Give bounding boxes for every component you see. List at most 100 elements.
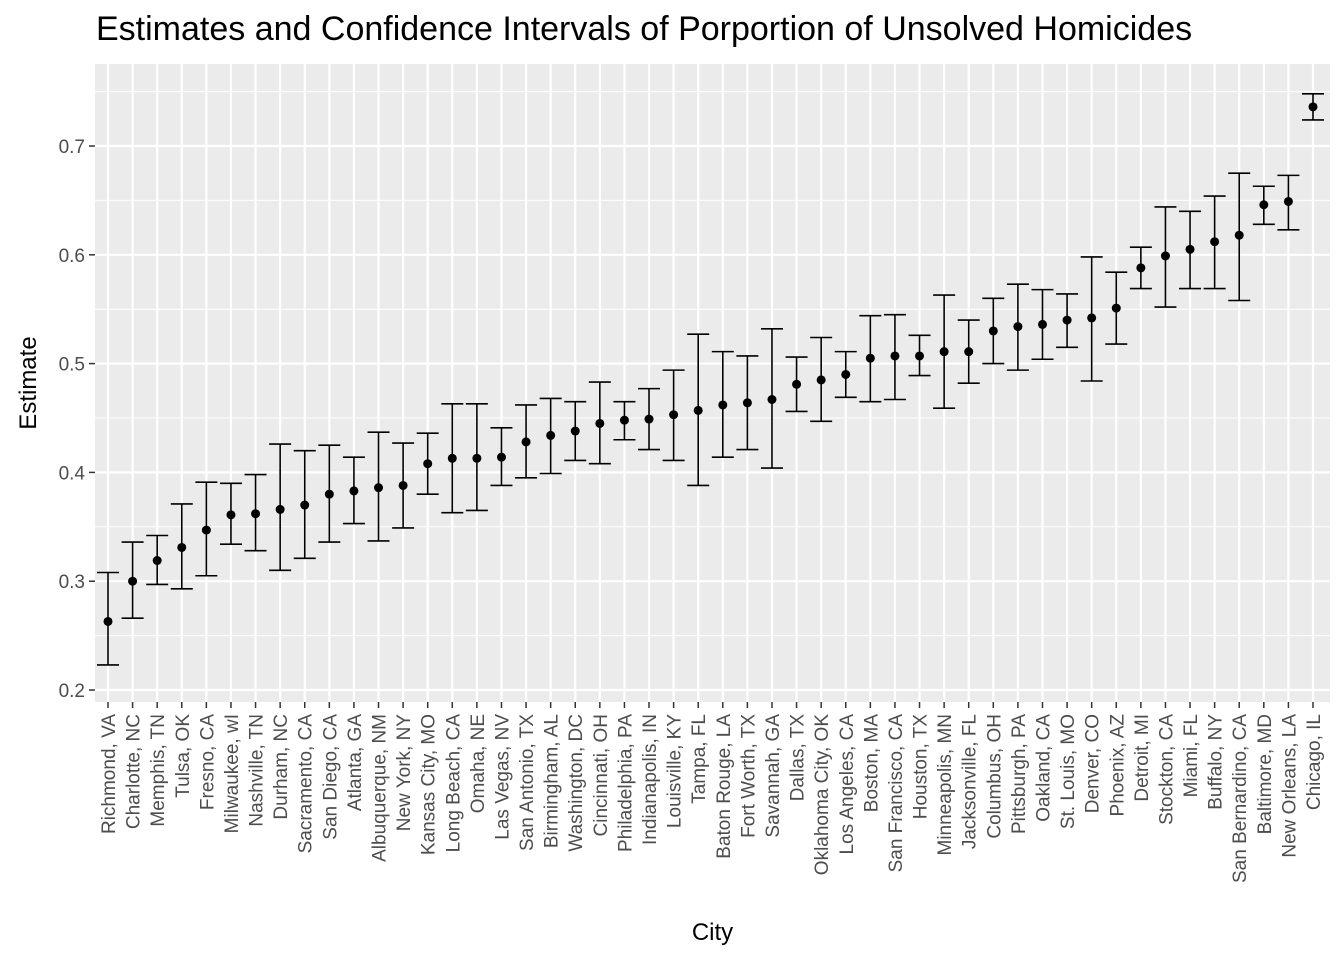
data-point <box>472 453 482 463</box>
x-tick-label: Savannah, GA <box>763 714 784 838</box>
data-point <box>251 509 261 519</box>
x-tick-label: Memphis, TN <box>148 714 169 827</box>
data-point <box>300 500 310 510</box>
y-axis-title: Estimate <box>15 336 42 429</box>
x-tick-label: Indianapolis, IN <box>640 714 661 845</box>
data-point <box>1259 200 1269 210</box>
data-point <box>324 489 334 499</box>
x-tick-label: Washington, DC <box>566 714 587 852</box>
data-point <box>964 347 974 357</box>
x-tick-label: Las Vegas, NV <box>492 714 513 840</box>
plot-panel <box>95 64 1330 702</box>
data-point <box>1013 322 1023 332</box>
x-tick-label: Jacksonville, FL <box>960 714 981 849</box>
data-point <box>1087 313 1097 323</box>
data-point <box>1037 319 1047 329</box>
data-point <box>103 616 113 626</box>
x-tick-label: Omaha, NE <box>468 714 489 813</box>
data-point <box>374 483 384 493</box>
data-point <box>718 400 728 410</box>
data-point <box>988 326 998 336</box>
data-point <box>496 452 506 462</box>
y-tick-label: 0.3 <box>59 572 85 593</box>
data-point <box>1185 244 1195 254</box>
x-tick-label: Milwaukee, wI <box>222 714 243 833</box>
x-tick-label: Tulsa, OK <box>173 714 194 798</box>
x-tick-label: Sacramento, CA <box>296 714 317 854</box>
x-tick-label: Dallas, TX <box>788 714 809 802</box>
x-axis-title: City <box>692 919 733 946</box>
x-tick-label: Birmingham, AL <box>542 714 563 848</box>
data-point <box>1136 263 1146 273</box>
data-point <box>1111 303 1121 313</box>
x-tick-label: Nashville, TN <box>247 714 268 827</box>
x-tick-label: Kansas City, MO <box>419 714 440 855</box>
x-tick-label: St. Louis, MO <box>1058 714 1079 829</box>
x-tick-label: Minneapolis, MN <box>935 714 956 856</box>
x-tick-label: Miami, FL <box>1181 714 1202 797</box>
x-tick-label: New Orleans, LA <box>1279 714 1300 858</box>
y-axis: 0.2 0.3 0.4 0.5 0.6 0.7 <box>59 137 95 702</box>
x-tick-label: Stockton, CA <box>1156 714 1177 825</box>
grid-minor <box>95 91 1330 637</box>
x-tick-label: Oakland, CA <box>1033 714 1054 822</box>
x-tick-label: Atlanta, GA <box>345 714 366 811</box>
x-tick-label: Baton Rouge, LA <box>714 714 735 859</box>
x-tick-label: Houston, TX <box>911 714 932 820</box>
data-point <box>1308 102 1318 112</box>
x-tick-label: Durham, NC <box>271 714 292 820</box>
y-tick-label: 0.6 <box>59 246 85 267</box>
data-point <box>1210 237 1220 247</box>
x-tick-label: Chicago, IL <box>1304 714 1325 810</box>
data-point <box>201 525 211 535</box>
x-tick-label: Fresno, CA <box>197 714 218 810</box>
chart-title: Estimates and Confidence Intervals of Po… <box>96 10 1193 48</box>
x-tick-label: Richmond, VA <box>99 714 120 834</box>
x-tick-label: Buffalo, NY <box>1206 714 1227 810</box>
y-tick-label: 0.5 <box>59 355 85 376</box>
data-point <box>521 437 531 447</box>
data-point <box>226 510 236 520</box>
data-point <box>152 556 162 566</box>
data-point <box>349 486 359 496</box>
x-tick-label: Tampa, FL <box>689 714 710 804</box>
data-point <box>177 542 187 552</box>
x-tick-label: Columbus, OH <box>984 714 1005 839</box>
grid-major <box>95 64 1330 702</box>
x-tick-label: Fort Worth, TX <box>738 714 759 838</box>
x-tick-label: Baltimore, MD <box>1255 714 1276 834</box>
x-tick-label: Boston, MA <box>861 714 882 813</box>
data-point <box>275 504 285 514</box>
data-point <box>865 353 875 363</box>
x-axis: Richmond, VA Charlotte, NC Memphis, TN Tuls… <box>99 702 1325 883</box>
data-point <box>816 375 826 385</box>
data-point <box>1234 230 1244 240</box>
x-tick-label: Long Beach, CA <box>443 714 464 853</box>
x-tick-label: Los Angeles, CA <box>837 714 858 855</box>
data-point <box>669 410 679 420</box>
x-tick-label: Phoenix, AZ <box>1107 714 1128 817</box>
x-tick-label: Charlotte, NC <box>124 714 145 829</box>
data-point <box>915 351 925 361</box>
data-point <box>890 351 900 361</box>
data-point <box>447 453 457 463</box>
data-point <box>546 430 556 440</box>
x-tick-label: San Francisco, CA <box>886 714 907 873</box>
data-point <box>1160 251 1170 261</box>
x-tick-label: San Diego, CA <box>320 714 341 840</box>
data-point <box>939 347 949 357</box>
y-tick-label: 0.7 <box>59 137 85 158</box>
x-tick-label: New York, NY <box>394 714 415 832</box>
data-point <box>1062 315 1072 325</box>
data-point <box>1283 196 1293 206</box>
y-tick-label: 0.4 <box>59 463 86 484</box>
data-point <box>595 418 605 428</box>
x-tick-label: Cincinnati, OH <box>591 714 612 837</box>
data-point <box>619 415 629 425</box>
data-point <box>644 414 654 424</box>
x-tick-label: Denver, CO <box>1083 714 1104 813</box>
x-tick-label: Oklahoma City, OK <box>812 714 833 876</box>
data-point <box>423 459 433 469</box>
y-tick-label: 0.2 <box>59 681 85 702</box>
